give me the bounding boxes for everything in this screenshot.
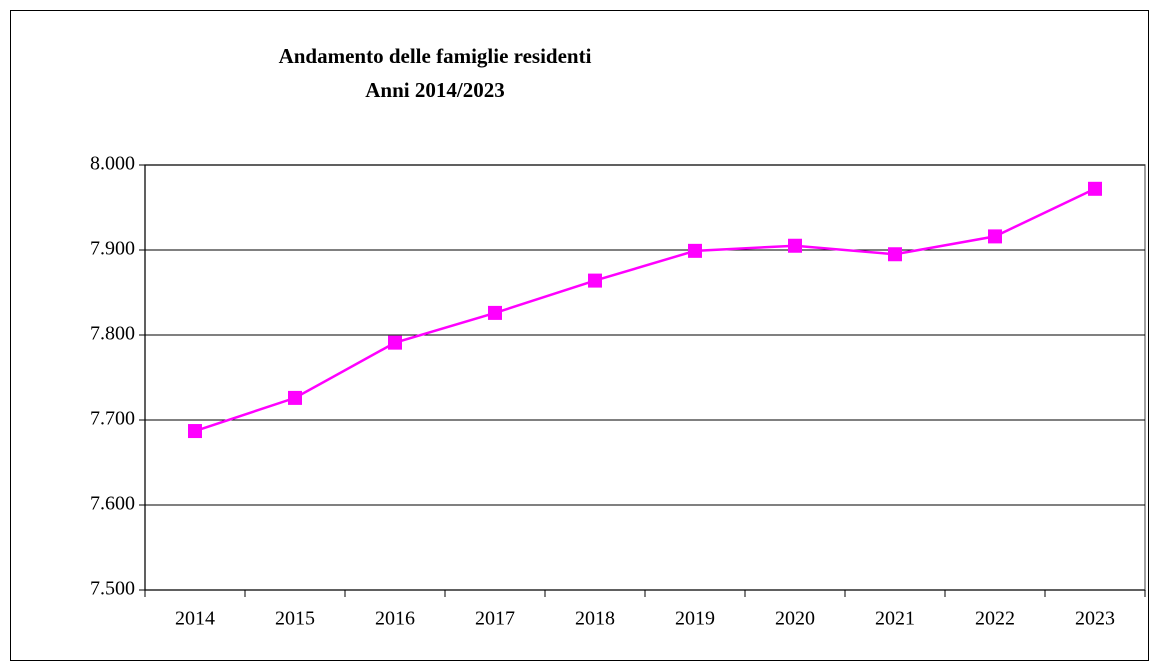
x-tick-label: 2021 — [875, 608, 915, 630]
y-tick-label: 7.900 — [90, 238, 135, 260]
x-tick-label: 2015 — [275, 608, 315, 630]
x-tick-label: 2017 — [475, 608, 515, 630]
marker — [888, 247, 902, 262]
line-series — [194, 187, 1096, 433]
plot-area — [144, 164, 1146, 591]
marker — [188, 424, 202, 439]
y-tick-label: 7.600 — [90, 493, 135, 515]
marker — [588, 273, 602, 288]
marker — [488, 305, 502, 320]
marker — [288, 390, 302, 405]
y-tick-label: 8.000 — [90, 153, 135, 175]
x-tick-label: 2022 — [975, 608, 1015, 630]
marker — [388, 335, 402, 350]
marker — [1088, 181, 1102, 196]
marker — [788, 238, 802, 253]
x-tick-label: 2023 — [1075, 608, 1115, 630]
x-tick-label: 2016 — [375, 608, 415, 630]
y-tick-label: 7.800 — [90, 323, 135, 345]
x-tick-label: 2020 — [775, 608, 815, 630]
y-tick-label: 7.500 — [90, 578, 135, 600]
x-tick-label: 2014 — [175, 608, 215, 630]
chart-subtitle: Anni 2014/2023 — [365, 78, 504, 102]
chart-title: Andamento delle famiglie residenti — [279, 44, 592, 68]
y-tick-label: 7.700 — [90, 408, 135, 430]
marker — [688, 243, 702, 258]
x-tick-label: 2018 — [575, 608, 615, 630]
marker — [988, 229, 1002, 244]
x-tick-label: 2019 — [675, 608, 715, 630]
